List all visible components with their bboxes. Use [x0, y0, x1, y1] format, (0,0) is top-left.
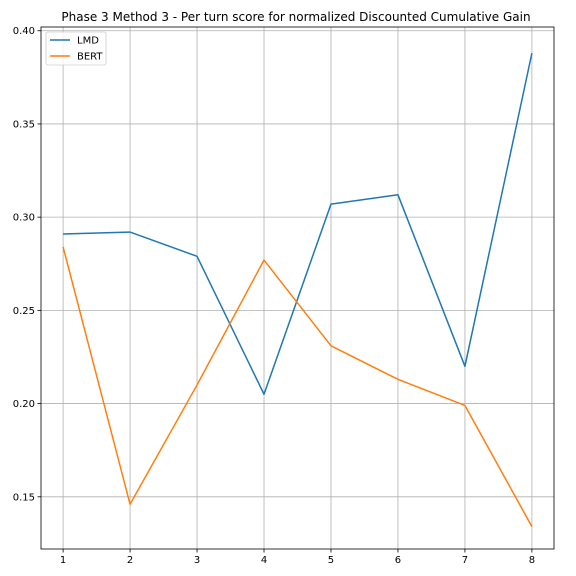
- x-tick-label: 5: [328, 555, 334, 566]
- chart-title: Phase 3 Method 3 - Per turn score for no…: [61, 10, 530, 24]
- series-line-lmd: [63, 52, 533, 396]
- x-tick-label: 8: [529, 555, 535, 566]
- series-line-bert: [62, 246, 533, 527]
- plot-frame: [40, 26, 555, 550]
- legend-label-lmd: LMD: [77, 36, 99, 47]
- y-tick-label: 0.20: [13, 399, 35, 410]
- y-tick-label: 0.25: [13, 306, 35, 317]
- y-axis: 0.15 0.20 0.25 0.30 0.35 0.40: [13, 26, 41, 503]
- x-tick-label: 6: [395, 555, 401, 566]
- grid: [41, 27, 554, 549]
- x-tick-label: 3: [194, 555, 200, 566]
- x-tick-label: 2: [127, 555, 133, 566]
- legend-label-bert: BERT: [77, 52, 103, 63]
- x-tick-label: 4: [261, 555, 267, 566]
- y-tick-label: 0.35: [13, 119, 35, 130]
- y-tick-label: 0.15: [13, 492, 35, 503]
- x-axis: 1 2 3 4 5 6 7 8: [60, 549, 535, 566]
- y-tick-label: 0.30: [13, 213, 35, 224]
- legend: LMD BERT: [45, 31, 107, 66]
- y-tick-label: 0.40: [13, 26, 35, 37]
- x-tick-label: 7: [462, 555, 468, 566]
- x-tick-label: 1: [60, 555, 66, 566]
- series-layer: [62, 52, 533, 527]
